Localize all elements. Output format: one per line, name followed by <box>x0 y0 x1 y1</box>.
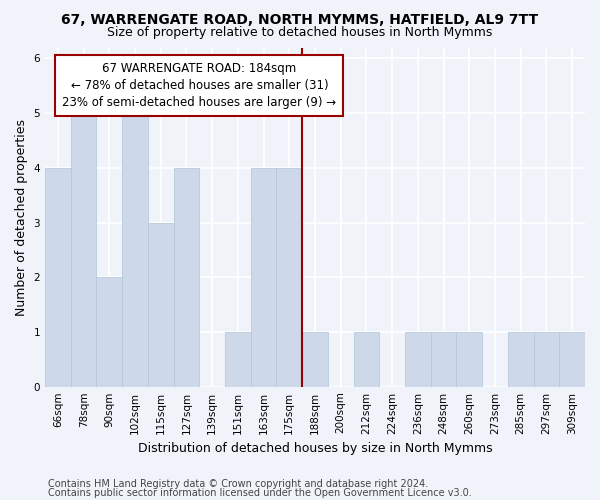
Text: Contains public sector information licensed under the Open Government Licence v3: Contains public sector information licen… <box>48 488 472 498</box>
Bar <box>431 332 457 386</box>
Bar <box>97 278 122 386</box>
Bar <box>122 113 148 386</box>
Bar <box>405 332 431 386</box>
Bar <box>457 332 482 386</box>
Bar <box>353 332 379 386</box>
Bar <box>508 332 533 386</box>
Bar <box>173 168 199 386</box>
Text: Contains HM Land Registry data © Crown copyright and database right 2024.: Contains HM Land Registry data © Crown c… <box>48 479 428 489</box>
Text: 67, WARRENGATE ROAD, NORTH MYMMS, HATFIELD, AL9 7TT: 67, WARRENGATE ROAD, NORTH MYMMS, HATFIE… <box>61 12 539 26</box>
Bar <box>45 168 71 386</box>
Bar <box>148 222 173 386</box>
Bar <box>225 332 251 386</box>
Bar <box>251 168 277 386</box>
Y-axis label: Number of detached properties: Number of detached properties <box>15 118 28 316</box>
X-axis label: Distribution of detached houses by size in North Mymms: Distribution of detached houses by size … <box>138 442 493 455</box>
Bar <box>277 168 302 386</box>
Bar <box>71 113 97 386</box>
Bar <box>533 332 559 386</box>
Text: 67 WARRENGATE ROAD: 184sqm
← 78% of detached houses are smaller (31)
23% of semi: 67 WARRENGATE ROAD: 184sqm ← 78% of deta… <box>62 62 337 110</box>
Bar <box>302 332 328 386</box>
Text: Size of property relative to detached houses in North Mymms: Size of property relative to detached ho… <box>107 26 493 39</box>
Bar <box>559 332 585 386</box>
